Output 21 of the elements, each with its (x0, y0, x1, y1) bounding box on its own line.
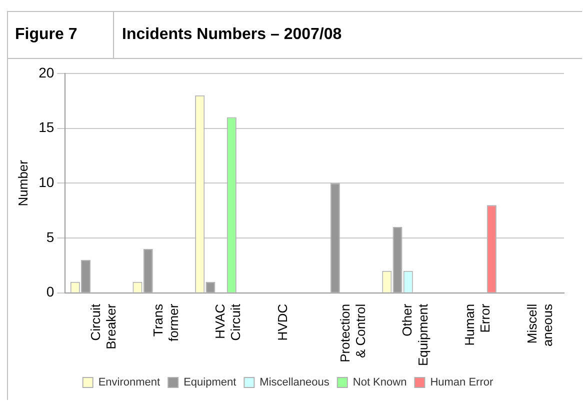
y-tick-label: 15 (38, 119, 54, 136)
legend-label: Environment (98, 376, 160, 389)
x-tick-label: Protection & Control (337, 304, 368, 362)
x-tick-label: Human Error (462, 303, 493, 346)
y-tick-label: 10 (38, 174, 54, 190)
x-tick-label: Circuit Breaker (88, 303, 119, 350)
legend-label: Human Error (430, 376, 494, 389)
x-tick-label: HVDC (274, 304, 290, 341)
x-tick-label: Trans former (150, 303, 181, 342)
x-tick-label: Other Equipment (400, 303, 430, 366)
y-tick-label: 0 (46, 284, 54, 300)
chart-subtitle: Incidents Numbers – 2007/08 (121, 25, 342, 45)
y-tick-label: 20 (38, 64, 54, 80)
x-tick-label: Miscell aneous (524, 303, 555, 347)
legend-label: Equipment (184, 376, 236, 389)
chart-title: Figure 7 (8, 12, 114, 58)
legend-label: Not Known (352, 376, 407, 389)
legend-label: Miscellaneous (260, 376, 330, 389)
y-axis-title: Number (15, 159, 30, 206)
x-tick-label: HVAC Circuit (212, 303, 244, 341)
y-tick-label: 5 (46, 228, 54, 245)
